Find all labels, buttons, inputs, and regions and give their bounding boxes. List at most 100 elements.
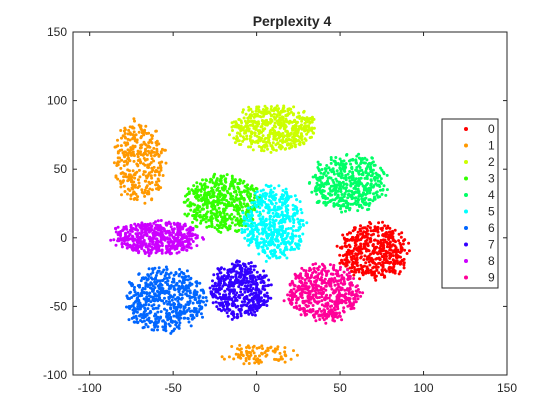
data-point bbox=[311, 271, 315, 275]
data-point bbox=[126, 148, 130, 152]
data-point bbox=[172, 286, 176, 290]
data-point bbox=[339, 286, 343, 290]
data-point bbox=[300, 119, 304, 123]
data-point bbox=[274, 143, 278, 147]
data-point bbox=[346, 204, 350, 207]
data-point bbox=[363, 271, 367, 275]
data-point bbox=[230, 345, 234, 348]
data-point bbox=[237, 295, 240, 299]
data-point bbox=[283, 350, 287, 354]
data-point bbox=[187, 190, 191, 194]
data-point bbox=[205, 225, 209, 229]
data-point bbox=[352, 301, 356, 304]
data-point bbox=[332, 159, 336, 163]
data-point bbox=[239, 179, 243, 183]
data-point bbox=[133, 176, 137, 180]
data-point bbox=[271, 208, 275, 212]
data-point bbox=[277, 107, 281, 111]
data-point bbox=[253, 125, 257, 128]
data-point bbox=[230, 121, 234, 125]
data-point bbox=[348, 245, 352, 249]
data-point bbox=[173, 245, 177, 248]
data-point bbox=[214, 300, 218, 304]
data-point bbox=[283, 231, 287, 235]
data-point bbox=[154, 306, 158, 310]
data-point bbox=[165, 276, 169, 280]
data-point bbox=[269, 228, 273, 232]
data-point bbox=[173, 293, 176, 297]
data-point bbox=[261, 223, 264, 227]
data-point bbox=[258, 305, 262, 309]
data-point bbox=[145, 153, 149, 157]
data-point bbox=[351, 195, 354, 199]
data-point bbox=[144, 242, 148, 246]
data-point bbox=[150, 188, 154, 192]
data-point bbox=[257, 244, 261, 248]
data-point bbox=[347, 176, 351, 180]
data-point bbox=[135, 298, 139, 302]
data-point bbox=[345, 232, 349, 236]
data-point bbox=[357, 270, 361, 274]
data-point bbox=[231, 182, 235, 186]
data-point bbox=[128, 243, 132, 247]
data-point bbox=[227, 295, 231, 299]
data-point bbox=[147, 283, 151, 287]
data-point bbox=[334, 185, 338, 189]
data-point bbox=[143, 201, 147, 205]
data-point bbox=[215, 212, 219, 216]
data-point bbox=[206, 210, 210, 214]
data-point bbox=[277, 244, 281, 247]
data-point bbox=[152, 146, 156, 150]
data-point bbox=[282, 242, 286, 246]
data-point bbox=[187, 241, 190, 245]
data-point bbox=[267, 185, 271, 189]
data-point bbox=[223, 277, 227, 281]
data-point bbox=[179, 316, 183, 320]
data-point bbox=[269, 250, 272, 254]
data-point bbox=[367, 271, 370, 275]
data-point bbox=[282, 119, 286, 123]
data-point bbox=[225, 199, 229, 202]
data-point bbox=[328, 293, 332, 297]
data-point bbox=[155, 150, 158, 154]
data-point bbox=[346, 172, 350, 176]
data-point bbox=[330, 287, 334, 291]
data-point bbox=[324, 288, 328, 292]
data-point bbox=[374, 263, 378, 267]
data-point bbox=[291, 113, 295, 117]
data-point bbox=[268, 141, 272, 145]
data-point bbox=[152, 159, 156, 163]
data-point bbox=[262, 238, 266, 242]
data-point bbox=[351, 290, 354, 294]
data-point bbox=[264, 354, 268, 358]
data-point bbox=[226, 271, 230, 275]
data-point bbox=[266, 346, 270, 350]
data-point bbox=[235, 193, 239, 197]
data-point bbox=[317, 291, 321, 295]
data-point bbox=[186, 289, 189, 293]
data-point bbox=[120, 245, 124, 249]
data-point bbox=[328, 299, 332, 303]
data-point bbox=[272, 137, 276, 141]
data-point bbox=[263, 104, 267, 108]
data-point bbox=[250, 110, 254, 114]
data-point bbox=[328, 187, 332, 191]
data-point bbox=[366, 182, 370, 185]
data-point bbox=[194, 224, 198, 228]
data-point bbox=[234, 274, 238, 278]
data-point bbox=[179, 244, 182, 248]
data-point bbox=[163, 274, 167, 278]
data-point bbox=[389, 236, 393, 240]
data-point bbox=[384, 257, 388, 261]
data-point bbox=[227, 187, 231, 191]
data-point bbox=[294, 229, 298, 232]
data-point bbox=[271, 190, 275, 194]
data-point bbox=[189, 324, 193, 328]
data-point bbox=[257, 346, 261, 350]
data-point bbox=[357, 247, 361, 251]
data-point bbox=[257, 293, 261, 297]
data-point bbox=[191, 226, 195, 230]
data-point bbox=[188, 309, 192, 313]
data-point bbox=[123, 132, 127, 135]
data-point bbox=[290, 145, 294, 149]
